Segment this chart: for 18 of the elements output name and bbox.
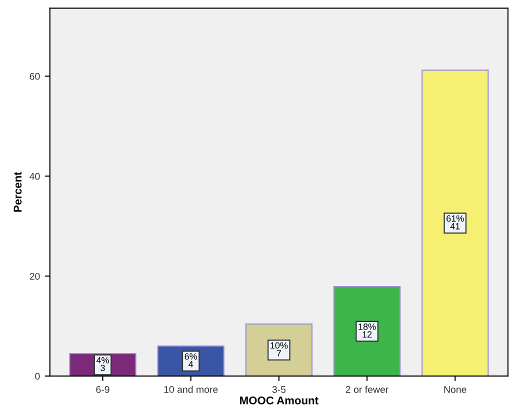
x-tick-label: 2 or fewer [346, 386, 388, 393]
data-label: 6% 4 [184, 353, 198, 368]
x-tick-label: 3-5 [272, 386, 286, 393]
bar [333, 286, 401, 376]
y-tick-label: 20 [30, 272, 40, 280]
x-tick-label: 6-9 [96, 386, 110, 393]
bar [422, 70, 489, 376]
x-tick-label: 10 and more [164, 386, 218, 393]
x-tick-label: None [444, 386, 466, 393]
x-axis-title: MOOC Amount [240, 396, 318, 404]
y-axis-title: Percent [14, 172, 22, 212]
data-label: 18% 12 [358, 323, 376, 338]
data-label: 61% 41 [446, 215, 464, 230]
data-label: 10% 7 [270, 342, 288, 356]
data-label: 4% 3 [96, 357, 109, 372]
y-tick-label: 0 [35, 372, 40, 380]
y-tick-label: 60 [30, 72, 40, 80]
y-tick-label: 40 [30, 172, 40, 180]
